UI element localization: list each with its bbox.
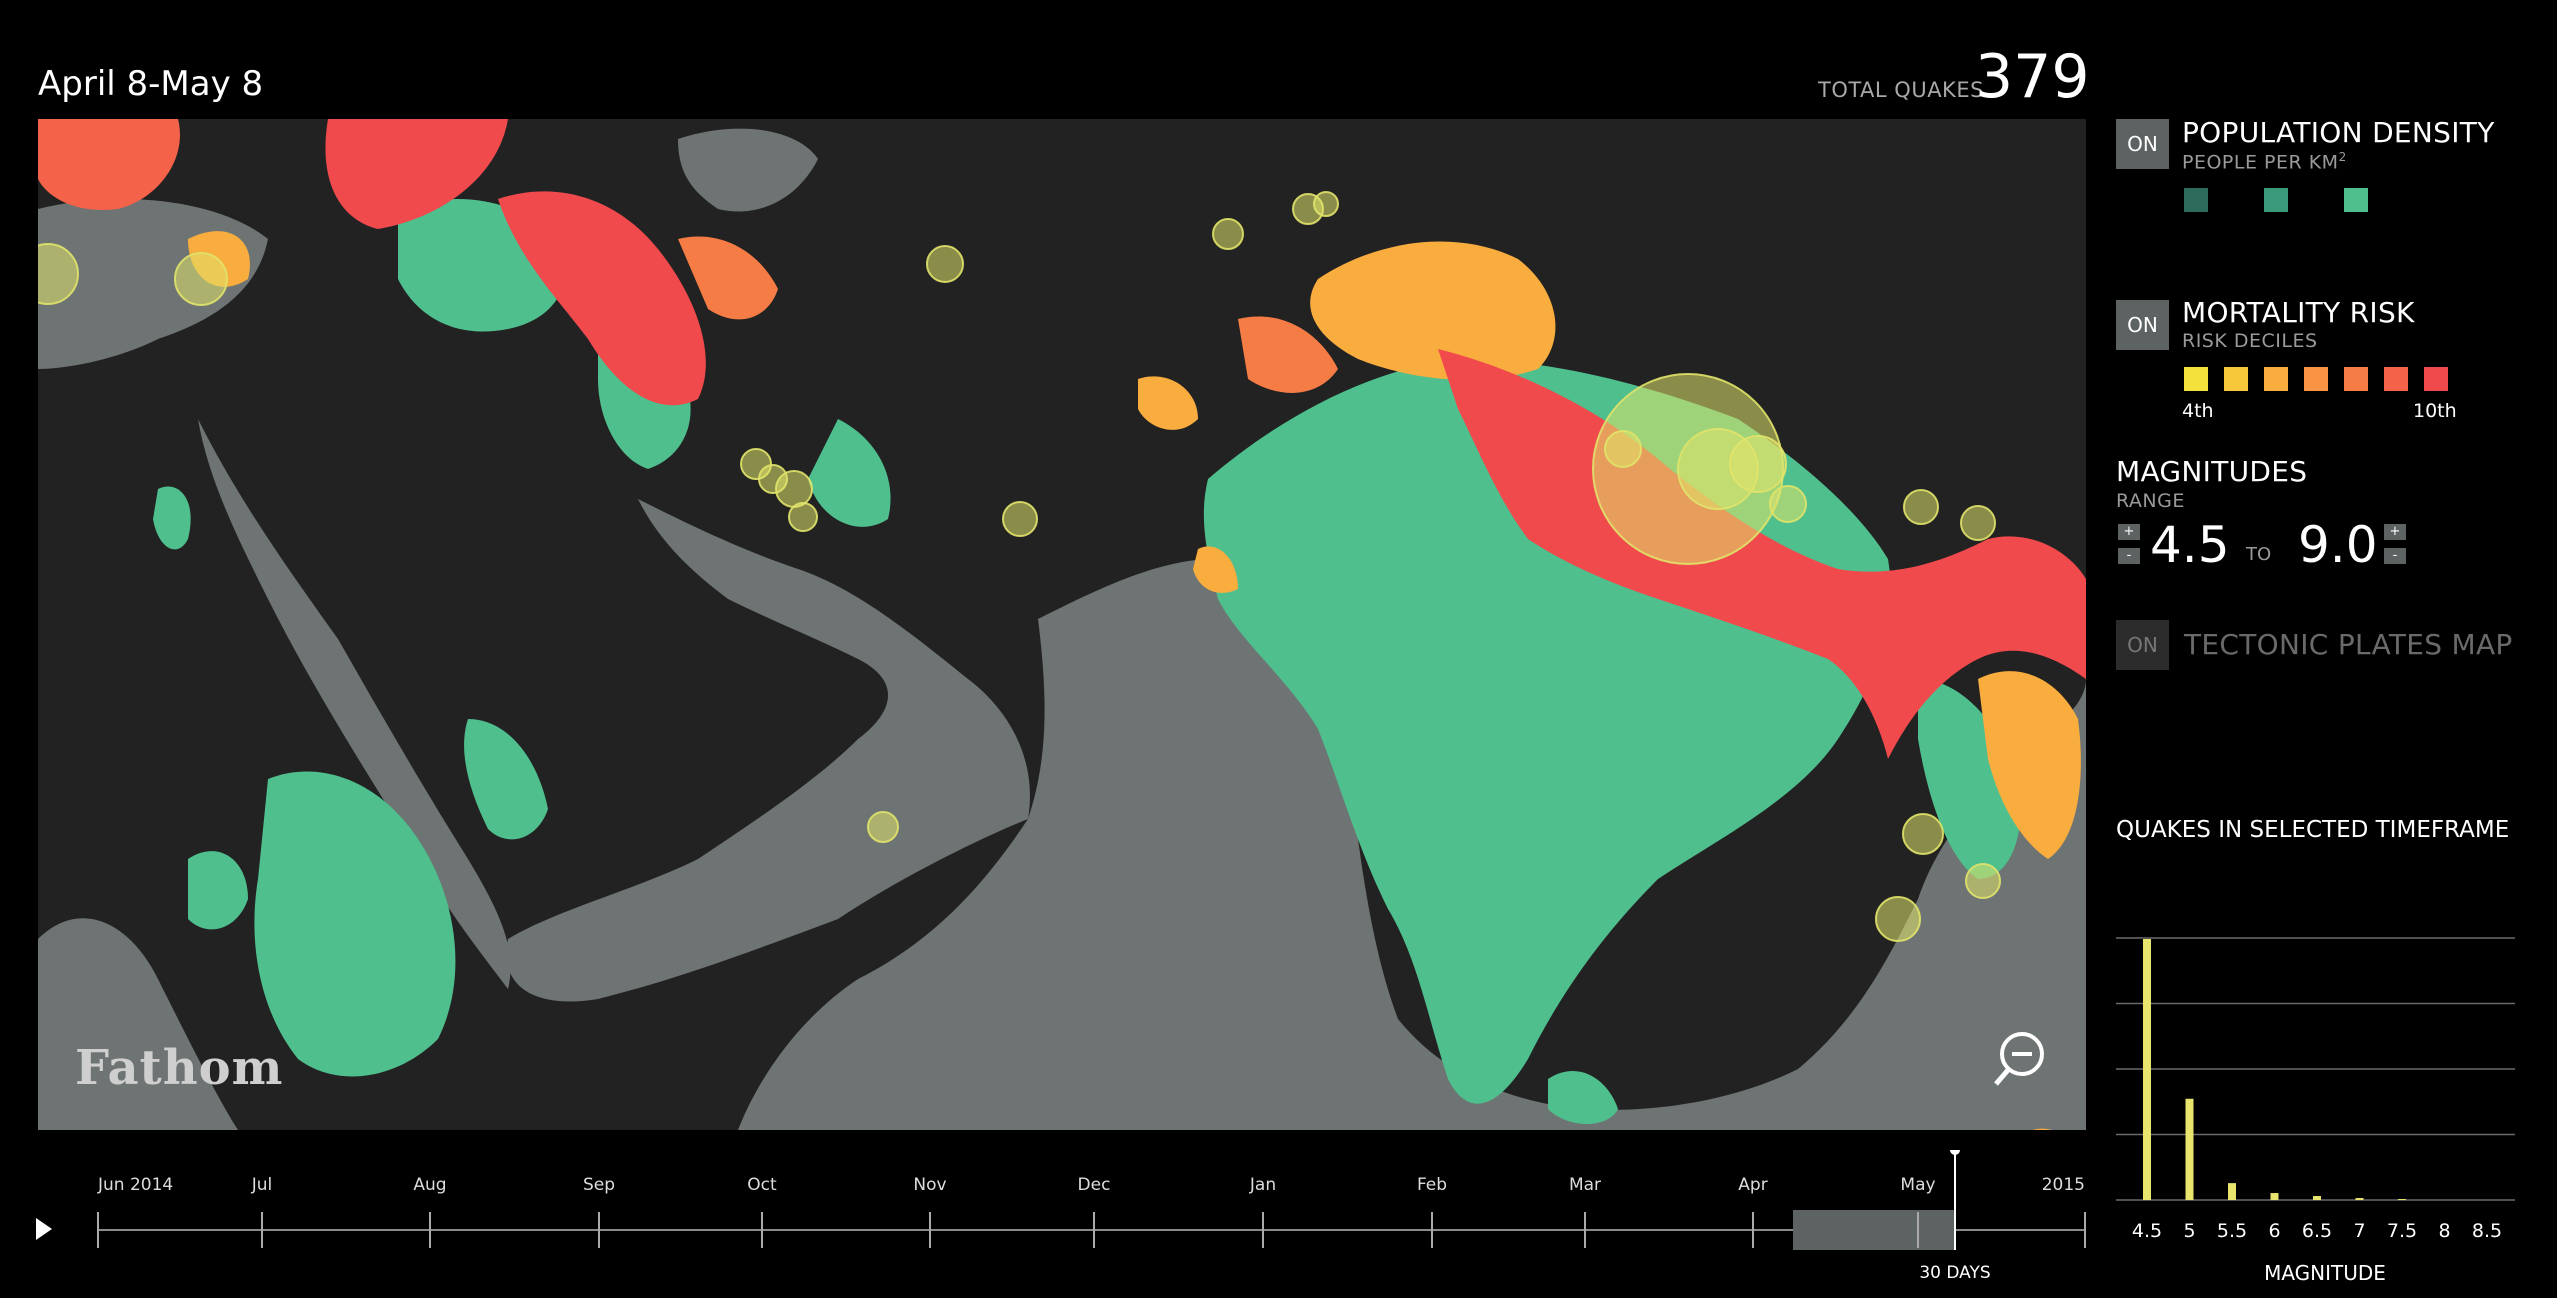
timeline-month-label: Oct bbox=[747, 1175, 777, 1195]
risk-swatch bbox=[2184, 367, 2208, 391]
timeline-month-label: Dec bbox=[1078, 1175, 1111, 1195]
chart-x-axis-label: MAGNITUDE bbox=[2264, 1261, 2386, 1285]
chart-bar bbox=[2313, 1196, 2321, 1200]
quake-marker[interactable] bbox=[867, 811, 899, 843]
population-toggle-button[interactable]: ON bbox=[2116, 119, 2169, 169]
total-quakes-label: TOTAL QUAKES bbox=[1818, 78, 1984, 102]
quake-marker[interactable] bbox=[1002, 501, 1038, 537]
quake-marker[interactable] bbox=[1729, 435, 1787, 493]
quake-marker[interactable] bbox=[1903, 489, 1939, 525]
total-quakes-count: 379 bbox=[1975, 42, 2090, 112]
timeline-month-label: Jan bbox=[1249, 1175, 1276, 1195]
risk-high-label: 10th bbox=[2413, 400, 2457, 422]
water-layer bbox=[38, 128, 2086, 1130]
timeline-month-label: Apr bbox=[1738, 1175, 1767, 1195]
chart-bar bbox=[2398, 1199, 2406, 1200]
min-magnitude-increase-button[interactable]: + bbox=[2118, 524, 2140, 540]
population-swatch bbox=[2264, 188, 2288, 212]
timeline-handle[interactable] bbox=[1950, 1150, 1960, 1155]
magnitudes-range-label: RANGE bbox=[2116, 490, 2185, 512]
timeline-month-label: Jun 2014 bbox=[97, 1175, 173, 1195]
mortality-risk-subtitle: RISK DECILES bbox=[2182, 330, 2318, 352]
timeline-month-label: Mar bbox=[1569, 1175, 1601, 1195]
tectonic-toggle-button[interactable]: ON bbox=[2116, 620, 2169, 670]
chart-x-tick-label: 8.5 bbox=[2472, 1220, 2502, 1242]
timeline-window[interactable] bbox=[1793, 1210, 1955, 1250]
magnitude-to-label: TO bbox=[2246, 544, 2272, 565]
chart-x-tick-label: 6.5 bbox=[2302, 1220, 2332, 1242]
quake-marker[interactable] bbox=[1960, 505, 1996, 541]
chart-x-tick-label: 8 bbox=[2438, 1220, 2450, 1242]
chart-x-tick-label: 4.5 bbox=[2132, 1220, 2162, 1242]
chart-bar bbox=[2355, 1198, 2364, 1200]
chart-x-tick-label: 6 bbox=[2268, 1220, 2280, 1242]
risk-swatch bbox=[2344, 367, 2368, 391]
timeline-month-label: Nov bbox=[913, 1175, 946, 1195]
timeline-window-label: 30 DAYS bbox=[1919, 1263, 1990, 1283]
mortality-toggle-button[interactable]: ON bbox=[2116, 300, 2169, 350]
population-density-title: POPULATION DENSITY bbox=[2182, 116, 2495, 149]
timeline[interactable]: Jun 2014 Jul Aug Sep Oct Nov Dec Jan Feb Mar Apr Ma… bbox=[0, 1150, 2557, 1298]
quake-marker[interactable] bbox=[1965, 863, 2001, 899]
timeline-month-label: Sep bbox=[583, 1175, 615, 1195]
magnitudes-title: MAGNITUDES bbox=[2116, 455, 2308, 488]
chart-bar bbox=[2270, 1193, 2279, 1200]
timeline-month-label: May bbox=[1900, 1175, 1935, 1195]
chart-bar bbox=[2143, 938, 2151, 1200]
population-swatch bbox=[2184, 188, 2208, 212]
min-magnitude-decrease-button[interactable]: - bbox=[2118, 548, 2140, 564]
max-magnitude-value: 9.0 bbox=[2298, 516, 2378, 574]
risk-swatch bbox=[2424, 367, 2448, 391]
quake-marker[interactable] bbox=[1902, 813, 1944, 855]
fathom-logo: Fathom bbox=[75, 1040, 284, 1096]
tectonic-plates-title: TECTONIC PLATES MAP bbox=[2184, 628, 2513, 661]
risk-swatch bbox=[2224, 367, 2248, 391]
map-canvas[interactable] bbox=[38, 119, 2086, 1130]
timeline-month-label: Aug bbox=[413, 1175, 446, 1195]
chart-bar bbox=[2228, 1183, 2236, 1200]
max-magnitude-increase-button[interactable]: + bbox=[2384, 524, 2406, 540]
mortality-risk-title: MORTALITY RISK bbox=[2182, 296, 2415, 329]
risk-swatch bbox=[2384, 367, 2408, 391]
quake-markers[interactable] bbox=[38, 191, 2001, 942]
timeline-month-label: 2015 bbox=[2042, 1175, 2085, 1195]
zoom-out-icon[interactable] bbox=[1990, 1030, 2046, 1086]
chart-bar bbox=[2185, 1098, 2194, 1200]
quake-marker[interactable] bbox=[1313, 191, 1339, 217]
quake-marker[interactable] bbox=[174, 252, 228, 306]
chart-x-tick-label: 5.5 bbox=[2217, 1220, 2247, 1242]
quake-marker[interactable] bbox=[926, 245, 964, 283]
quake-marker[interactable] bbox=[1212, 218, 1244, 250]
quake-marker[interactable] bbox=[1769, 485, 1807, 523]
population-density-subtitle: PEOPLE PER KM2 bbox=[2182, 150, 2347, 174]
risk-swatch bbox=[2264, 367, 2288, 391]
chart-title: QUAKES IN SELECTED TIMEFRAME bbox=[2116, 817, 2510, 843]
play-icon[interactable] bbox=[36, 1218, 52, 1240]
risk-swatch bbox=[2304, 367, 2328, 391]
risk-low-label: 4th bbox=[2182, 400, 2214, 422]
quake-marker[interactable] bbox=[788, 502, 818, 532]
quake-marker[interactable] bbox=[1604, 430, 1642, 468]
quake-marker[interactable] bbox=[38, 243, 79, 305]
max-magnitude-decrease-button[interactable]: - bbox=[2384, 548, 2406, 564]
timeline-month-label: Feb bbox=[1417, 1175, 1447, 1195]
population-swatch bbox=[2344, 188, 2368, 212]
timeline-month-label: Jul bbox=[251, 1175, 273, 1195]
date-range-title: April 8-May 8 bbox=[38, 64, 264, 104]
earthquake-map[interactable] bbox=[38, 119, 2086, 1130]
chart-x-tick-label: 7.5 bbox=[2387, 1220, 2417, 1242]
quake-marker[interactable] bbox=[1875, 896, 1921, 942]
quake-marker[interactable] bbox=[775, 470, 813, 508]
min-magnitude-value: 4.5 bbox=[2150, 516, 2230, 574]
chart-x-tick-label: 5 bbox=[2183, 1220, 2195, 1242]
magnitude-histogram: 4.5 5 5.5 6 6.5 7 7.5 8 8.5 MAGNITUDE bbox=[2116, 937, 2515, 1285]
chart-x-tick-label: 7 bbox=[2353, 1220, 2365, 1242]
